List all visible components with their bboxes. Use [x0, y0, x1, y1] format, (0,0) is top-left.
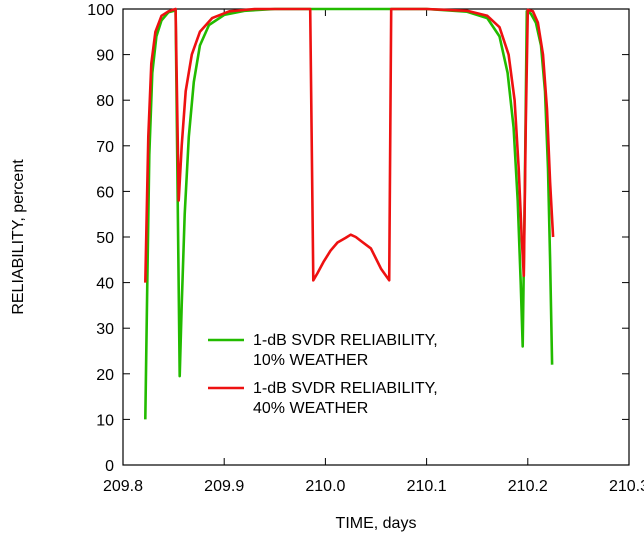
y-tick-label: 60 [96, 184, 114, 201]
x-axis-ticks: 209.8 209.9 210.0 210.1 210.2 210.3 [103, 9, 644, 495]
legend-label-2: 1-dB SVDR RELIABILITY, 40% WEATHER [253, 380, 438, 417]
y-tick-label: 50 [96, 230, 114, 247]
x-tick-label: 209.9 [204, 478, 244, 495]
x-axis-title: TIME, days [336, 515, 417, 532]
series-layer [144, 7, 555, 420]
y-axis-title: RELIABILITY, percent [10, 159, 27, 315]
y-tick-label: 0 [105, 458, 114, 475]
x-tick-label: 210.0 [305, 478, 345, 495]
y-tick-label: 100 [87, 2, 114, 19]
y-tick-label: 10 [96, 412, 114, 429]
y-tick-label: 30 [96, 321, 114, 338]
y-tick-label: 40 [96, 276, 114, 293]
legend: 1-dB SVDR RELIABILITY, 10% WEATHER 1-dB SV… [208, 332, 438, 417]
x-tick-label: 209.8 [103, 478, 143, 495]
x-tick-label: 210.3 [609, 478, 644, 495]
y-tick-label: 20 [96, 367, 114, 384]
x-tick-label: 210.2 [508, 478, 548, 495]
y-axis-ticks: 0 10 20 30 40 50 60 70 80 90 100 [87, 2, 629, 475]
x-tick-label: 210.1 [407, 478, 447, 495]
y-tick-label: 70 [96, 139, 114, 156]
y-tick-label: 90 [96, 48, 114, 65]
y-tick-label: 80 [96, 93, 114, 110]
series-line-2 [144, 7, 555, 283]
legend-label-1: 1-dB SVDR RELIABILITY, 10% WEATHER [253, 332, 438, 369]
